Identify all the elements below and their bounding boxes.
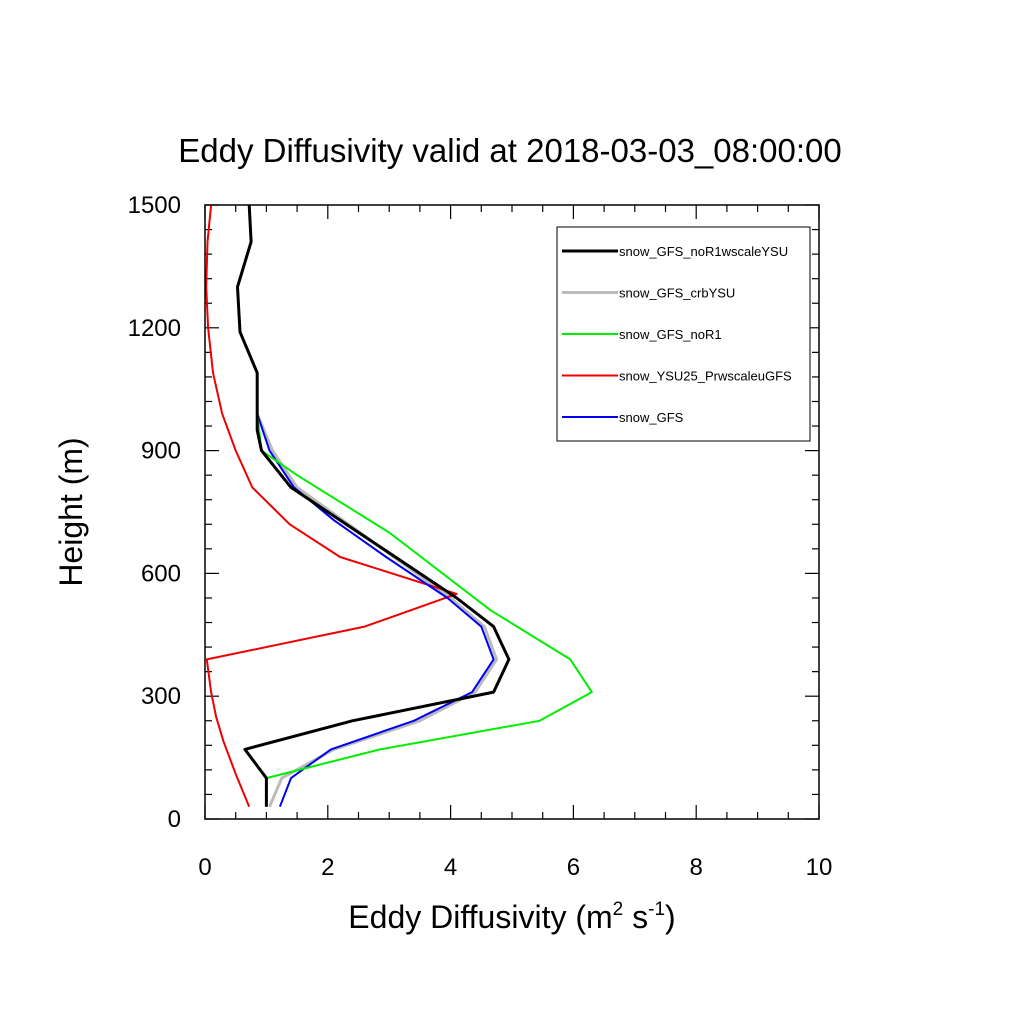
y-tick-label: 0 xyxy=(168,806,181,833)
series-line-snow_GFS_noR1 xyxy=(256,413,593,807)
x-axis-label-mid: s xyxy=(623,899,648,935)
y-tick-label: 900 xyxy=(141,438,181,465)
x-axis-label-main: Eddy Diffusivity (m xyxy=(348,899,612,935)
y-tick-label: 300 xyxy=(141,683,181,710)
y-tick-label: 600 xyxy=(141,560,181,587)
legend: snow_GFS_noR1wscaleYSU snow_GFS_crbYSUsno… xyxy=(556,226,811,442)
plot-frame xyxy=(204,204,820,820)
x-tick-label: 4 xyxy=(444,854,457,881)
y-tick-label: 1500 xyxy=(128,192,181,219)
series-line-snow_GFS xyxy=(256,413,495,808)
x-tick-label: 6 xyxy=(567,854,580,881)
x-tick-label: 2 xyxy=(321,854,334,881)
legend-label: snow_GFS_noR1 xyxy=(619,327,722,342)
x-tick-label: 10 xyxy=(806,854,833,881)
x-tick-label: 8 xyxy=(690,854,703,881)
axis-ticks: 0 2 4 6 8 10 0 300 600 900 1200 1500 xyxy=(128,192,833,881)
x-axis-label-end: ) xyxy=(665,899,676,935)
x-axis-label-sup1: 2 xyxy=(613,899,624,920)
y-tick-label: 1200 xyxy=(128,315,181,342)
legend-label: snow_YSU25_PrwscaleuGFS xyxy=(619,369,792,384)
x-tick-label: 0 xyxy=(198,854,211,881)
series-line-snow_YSU25_PrwscaleuGFS xyxy=(205,204,458,808)
series-line-snow_GFS_noR1wscaleYSU xyxy=(236,204,511,807)
x-axis-label-sup2: -1 xyxy=(648,899,665,920)
x-axis-label: Eddy Diffusivity (m2 s-1) xyxy=(348,899,675,935)
legend-label: snow_GFS_noR1wscaleYSU xyxy=(619,244,788,259)
chart-title: Eddy Diffusivity valid at 2018-03-03_08:… xyxy=(178,132,841,169)
y-axis-label: Height (m) xyxy=(53,437,89,586)
legend-label: snow_GFS xyxy=(619,410,684,425)
series-layer xyxy=(205,204,593,808)
legend-label: snow_GFS_crbYSU xyxy=(619,286,735,301)
